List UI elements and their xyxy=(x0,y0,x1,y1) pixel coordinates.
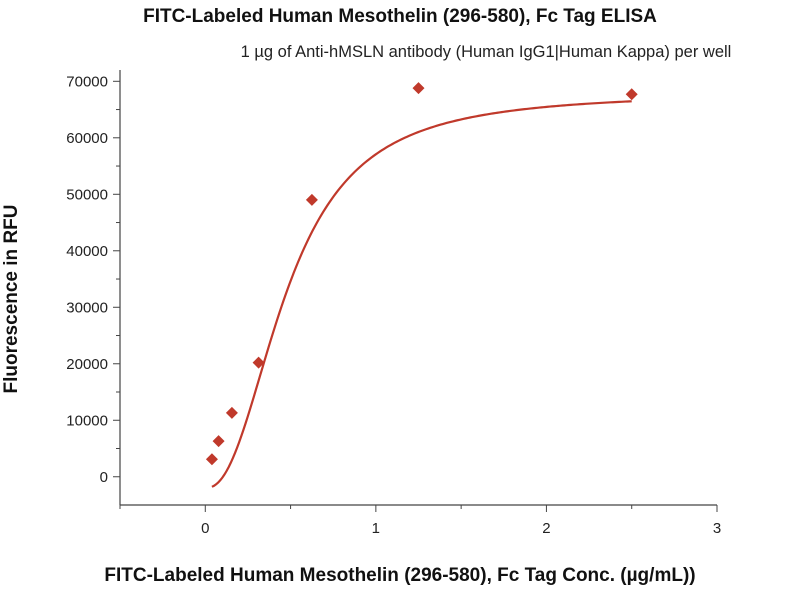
x-tick-label: 3 xyxy=(713,520,721,537)
y-axis-label: Fluorescence in RFU xyxy=(1,204,22,394)
chart-subtitle: 1 µg of Anti-hMSLN antibody (Human IgG1|… xyxy=(240,43,732,61)
data-point xyxy=(412,82,425,95)
x-tick-label: 1 xyxy=(372,520,380,537)
y-tick-label: 20000 xyxy=(66,356,108,373)
data-point xyxy=(305,193,318,206)
y-tick-label: 70000 xyxy=(66,73,108,90)
data-point xyxy=(252,356,265,369)
y-tick-label: 10000 xyxy=(66,412,108,429)
y-tick-label: 40000 xyxy=(66,243,108,260)
data-point xyxy=(625,88,638,101)
fit-curve-group xyxy=(211,100,632,488)
data-point xyxy=(212,435,225,448)
y-tick-label: 30000 xyxy=(66,299,108,316)
x-tick-label: 0 xyxy=(201,520,209,537)
data-point xyxy=(225,406,238,419)
x-tick-label: 2 xyxy=(542,520,550,537)
data-points xyxy=(205,82,638,466)
y-tick-label: 60000 xyxy=(66,130,108,147)
y-tick-label: 50000 xyxy=(66,186,108,203)
axes: 0 1 2 3 0 10000 20000 30000 40000 50000 60000 70000 xyxy=(66,70,721,537)
x-axis-label: FITC-Labeled Human Mesothelin (296-580),… xyxy=(104,565,696,586)
data-point xyxy=(205,453,218,466)
fit-curve xyxy=(211,100,632,488)
y-tick-label: 0 xyxy=(100,469,108,486)
chart-title: FITC-Labeled Human Mesothelin (296-580),… xyxy=(143,6,657,27)
